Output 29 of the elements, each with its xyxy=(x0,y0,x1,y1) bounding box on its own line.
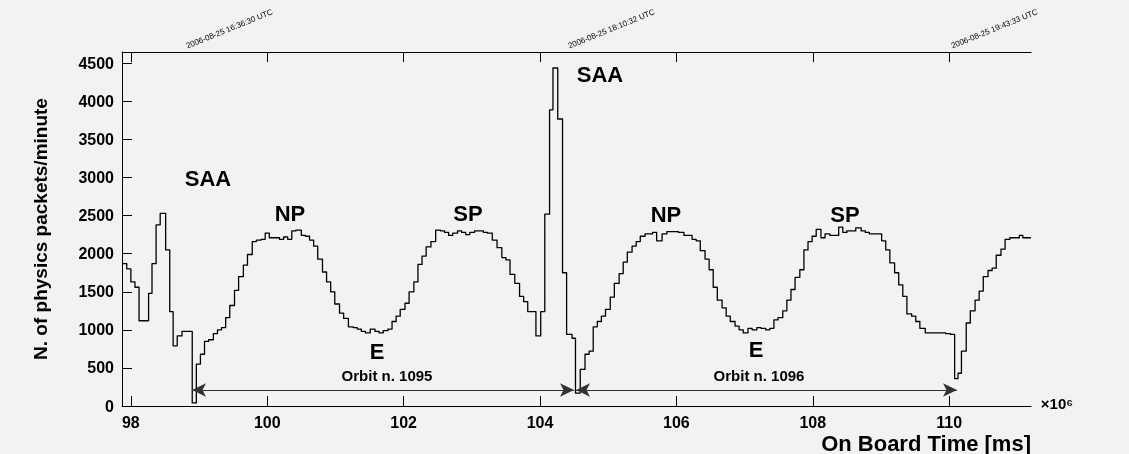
text: ×10⁶ xyxy=(1040,394,1074,412)
x-tick-label: 104 xyxy=(526,413,554,431)
y-tick-label: 4500 xyxy=(78,54,115,72)
annotation: SP xyxy=(453,200,483,226)
x-tick-label: 100 xyxy=(253,413,281,431)
annotation: NP xyxy=(274,200,306,226)
annotation: E xyxy=(369,338,385,364)
x-tick-label: 106 xyxy=(663,413,690,431)
y-tick-label: 3000 xyxy=(78,169,115,187)
annotation: SAA xyxy=(184,165,232,191)
x-tick-label: 110 xyxy=(936,413,963,431)
annotation: E xyxy=(748,336,764,362)
y-tick-label: 0 xyxy=(105,397,115,415)
x-tick-label: 102 xyxy=(390,413,418,431)
annotation: NP xyxy=(650,201,682,227)
annotation: Orbit n. 1096 xyxy=(713,366,805,384)
annotation: Orbit n. 1095 xyxy=(341,366,433,384)
y-axis-title: N. of physics packets/minute xyxy=(30,98,51,360)
y-tick-label: 2000 xyxy=(78,245,115,263)
y-tick-label: 500 xyxy=(87,359,115,377)
x-tick-label: 98 xyxy=(121,413,140,431)
y-tick-label: 1000 xyxy=(78,321,115,339)
annotation: SP xyxy=(830,201,860,227)
y-tick-label: 1500 xyxy=(78,283,115,301)
y-tick-label: 2500 xyxy=(78,207,115,225)
y-tick-label: 3500 xyxy=(78,131,115,149)
x-tick-label: 108 xyxy=(799,413,827,431)
y-tick-label: 4000 xyxy=(78,92,115,110)
annotation: SAA xyxy=(576,61,624,87)
